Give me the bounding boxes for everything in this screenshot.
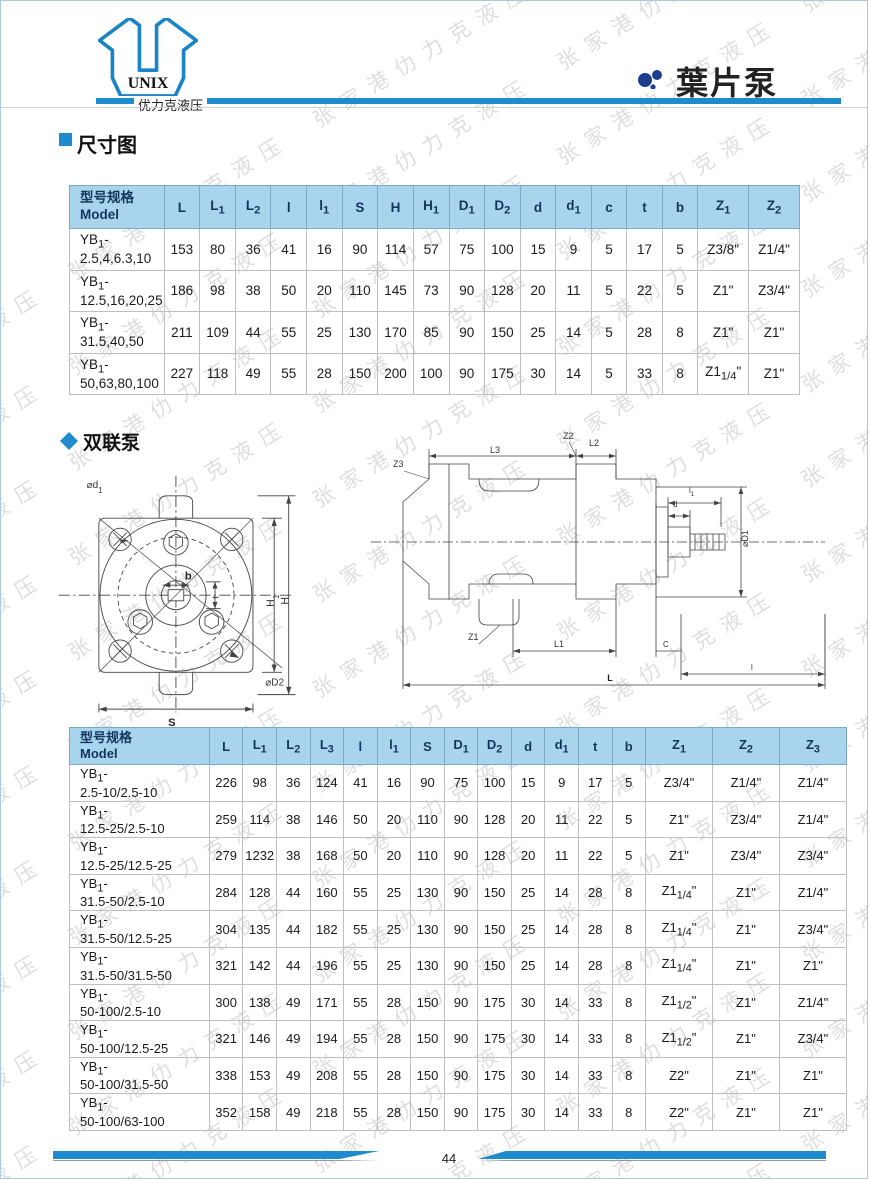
svg-text:⌀d1: ⌀d1 xyxy=(87,480,103,495)
svg-text:L3: L3 xyxy=(490,445,500,455)
svg-text:Z1: Z1 xyxy=(468,632,479,642)
svg-text:⌀D1: ⌀D1 xyxy=(740,530,750,547)
svg-text:L2: L2 xyxy=(589,438,599,448)
svg-text:Z2: Z2 xyxy=(563,431,574,441)
svg-text:H1: H1 xyxy=(265,595,281,607)
svg-text:l: l xyxy=(751,663,753,672)
svg-text:Z3: Z3 xyxy=(393,459,404,469)
svg-text:⌀D2: ⌀D2 xyxy=(265,678,284,689)
svg-text:UNIX: UNIX xyxy=(128,75,169,92)
svg-text:t: t xyxy=(210,596,220,599)
svg-text:H: H xyxy=(280,597,292,605)
svg-text:C: C xyxy=(663,640,669,649)
svg-text:L: L xyxy=(607,673,613,683)
svg-text:L1: L1 xyxy=(554,639,564,649)
svg-text:b: b xyxy=(185,571,192,583)
svg-text:d: d xyxy=(673,500,677,509)
svg-text:l1: l1 xyxy=(689,486,695,498)
